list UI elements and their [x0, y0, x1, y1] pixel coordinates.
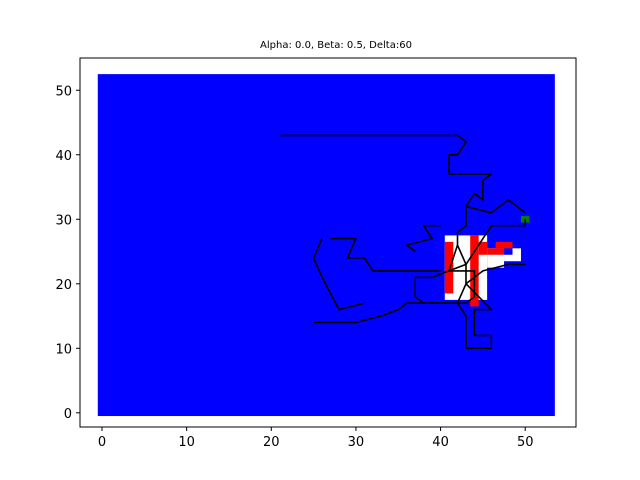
y-tick-label: 50: [55, 84, 72, 99]
path-line: [414, 219, 527, 304]
path-line: [405, 224, 441, 253]
chart-title: Alpha: 0.0, Beta: 0.5, Delta:60: [260, 40, 412, 51]
x-tick-label: 0: [98, 435, 106, 450]
search-paths: [279, 134, 527, 350]
path-line: [465, 199, 526, 214]
x-tick-label: 20: [263, 435, 280, 450]
y-tick-label: 30: [55, 213, 72, 228]
plot-area: [79, 57, 577, 428]
y-tick-label: 20: [55, 278, 72, 293]
obstacle-cell: [444, 241, 454, 294]
x-tick-label: 50: [517, 435, 534, 450]
grid-cells: [97, 74, 555, 417]
x-tick-label: 40: [432, 435, 449, 450]
x-tick-label: 10: [178, 435, 195, 450]
x-tick-label: 30: [348, 435, 365, 450]
explored-cell: [504, 254, 513, 262]
path-line: [312, 238, 365, 311]
y-tick-label: 40: [55, 149, 72, 164]
axes-frame: [79, 57, 577, 428]
goal-cell: [520, 216, 530, 223]
x-axis: 0 10 20 30 40 50: [98, 427, 534, 450]
explored-cell: [512, 248, 521, 262]
obstacle-cell: [478, 241, 488, 255]
path-line: [330, 237, 441, 272]
y-axis: 0 10 20 30 40 50: [55, 84, 80, 422]
y-tick-label: 10: [55, 342, 72, 357]
obstacle-cell: [495, 241, 513, 249]
y-tick-label: 0: [64, 407, 72, 422]
obstacle-cell: [487, 248, 505, 255]
